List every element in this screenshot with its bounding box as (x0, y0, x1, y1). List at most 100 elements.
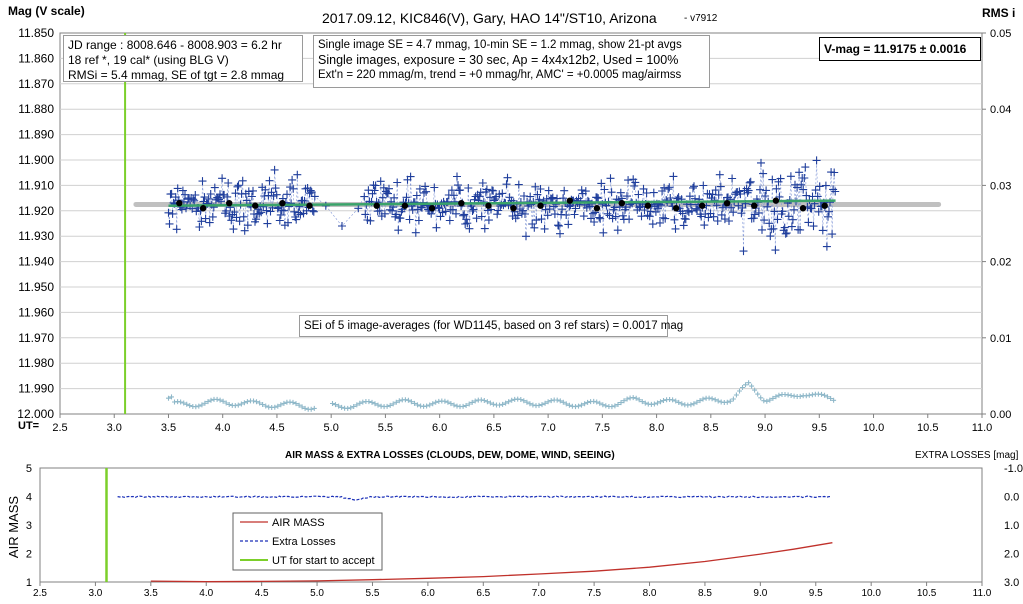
rmsi-point (712, 397, 718, 403)
single-image-point (681, 215, 690, 224)
single-image-point (393, 178, 402, 187)
rmsi-point (472, 398, 478, 404)
main-x-tick-label: 7.0 (540, 422, 555, 434)
single-image-point (249, 186, 257, 195)
airmass-plot-frame (39, 467, 983, 583)
rmsi-point (679, 401, 685, 407)
single-image-point (382, 189, 391, 197)
rmsi-point (187, 403, 193, 409)
rmsi-point (655, 400, 660, 406)
single-image-point (454, 181, 462, 190)
rmsi-point (278, 402, 284, 408)
airmass-y-tick-label: 2 (26, 549, 32, 561)
single-image-point (505, 193, 514, 202)
legend-label-air-mass: AIR MASS (272, 517, 325, 529)
rmsi-point (451, 402, 457, 408)
main-x-tick-label: 5.5 (378, 422, 393, 434)
rmsi-point (238, 401, 244, 407)
single-image-point (697, 212, 706, 221)
avg-point (176, 199, 183, 207)
single-image-point (252, 215, 261, 224)
avg-point (644, 202, 652, 209)
rmsi-point (509, 397, 515, 403)
rmsi-point (545, 399, 551, 405)
single-image-point (521, 210, 529, 218)
rmsi-point (199, 402, 205, 408)
single-image-point (757, 158, 765, 167)
single-image-point (310, 192, 319, 201)
single-image-point (390, 193, 399, 202)
single-image-point (625, 215, 634, 224)
single-image-point (775, 192, 784, 201)
single-image-point (631, 178, 640, 187)
single-image-point (818, 226, 827, 235)
single-image-point (284, 218, 292, 227)
single-image-point (208, 212, 217, 221)
info-box-center: Single image SE = 4.7 mmag, 10-min SE = … (313, 35, 710, 88)
single-image-point (371, 181, 380, 190)
single-image-point (560, 186, 569, 195)
single-image-point (685, 192, 694, 201)
rmsi-point (503, 400, 509, 406)
rmsi-point (521, 398, 527, 404)
rmsi-point (430, 401, 436, 407)
airmass-x-tick-label: 8.0 (643, 588, 657, 599)
single-image-point (173, 184, 182, 193)
single-image-point (743, 188, 752, 197)
single-image-point (786, 172, 795, 181)
rmsi-point (360, 399, 366, 405)
single-image-point (498, 189, 507, 198)
single-image-point (616, 188, 625, 197)
single-image-point (462, 215, 471, 224)
rmsi-point (336, 403, 342, 409)
single-image-point (270, 165, 279, 174)
main-x-tick-label: 11.0 (972, 422, 993, 434)
single-image-point (480, 224, 489, 233)
single-image-point (277, 206, 286, 215)
single-image-point (472, 214, 481, 223)
rmsi-point (706, 395, 712, 401)
single-image-point (190, 196, 199, 205)
rmsi-point (184, 401, 190, 407)
extra-losses-y2-ticks: -1.0 0.0 1.0 2.0 3.0 (1004, 463, 1023, 589)
rmsi-point (831, 397, 837, 403)
single-image-point (240, 226, 249, 235)
single-image-point (800, 174, 809, 182)
single-image-point (761, 192, 770, 200)
extra-losses-label: EXTRA LOSSES [mag] (915, 450, 1019, 461)
single-image-point (262, 206, 271, 215)
airmass-x-tick-label: 3.0 (88, 588, 102, 599)
rmsi-point (296, 402, 302, 408)
airmass-x-tick-label: 4.5 (255, 588, 269, 599)
single-image-point (763, 202, 772, 211)
single-image-point (494, 206, 503, 215)
single-image-point (704, 213, 713, 222)
single-image-point (435, 204, 444, 213)
rmsi-point (302, 405, 308, 411)
single-image-point (287, 199, 296, 208)
single-image-point (589, 209, 597, 218)
main-y-tick-label: 12.000 (17, 407, 54, 421)
single-image-point (436, 212, 445, 221)
single-image-point (230, 208, 239, 217)
single-image-point (716, 182, 725, 191)
airmass-y-ticks: 1 2 3 4 5 (26, 463, 32, 589)
avg-point (698, 202, 706, 209)
rmsi-point (202, 400, 208, 406)
ut-label: UT= (18, 420, 40, 432)
rmsi-point (761, 398, 767, 404)
rmsi-point (463, 403, 469, 408)
single-image-point (559, 194, 568, 203)
extra-losses-line (117, 495, 832, 501)
single-image-point (690, 182, 698, 191)
main-x-tick-label: 4.0 (215, 422, 230, 434)
single-image-point (780, 223, 789, 232)
rmsi-point (536, 402, 542, 408)
single-image-point (729, 208, 738, 217)
single-image-point (195, 223, 204, 231)
single-image-point (728, 174, 737, 183)
airmass-x-tick-label: 8.5 (698, 588, 712, 599)
single-image-point (338, 222, 346, 230)
extra-losses-tick-label: -1.0 (1004, 463, 1023, 475)
rmsi-point (372, 401, 378, 407)
